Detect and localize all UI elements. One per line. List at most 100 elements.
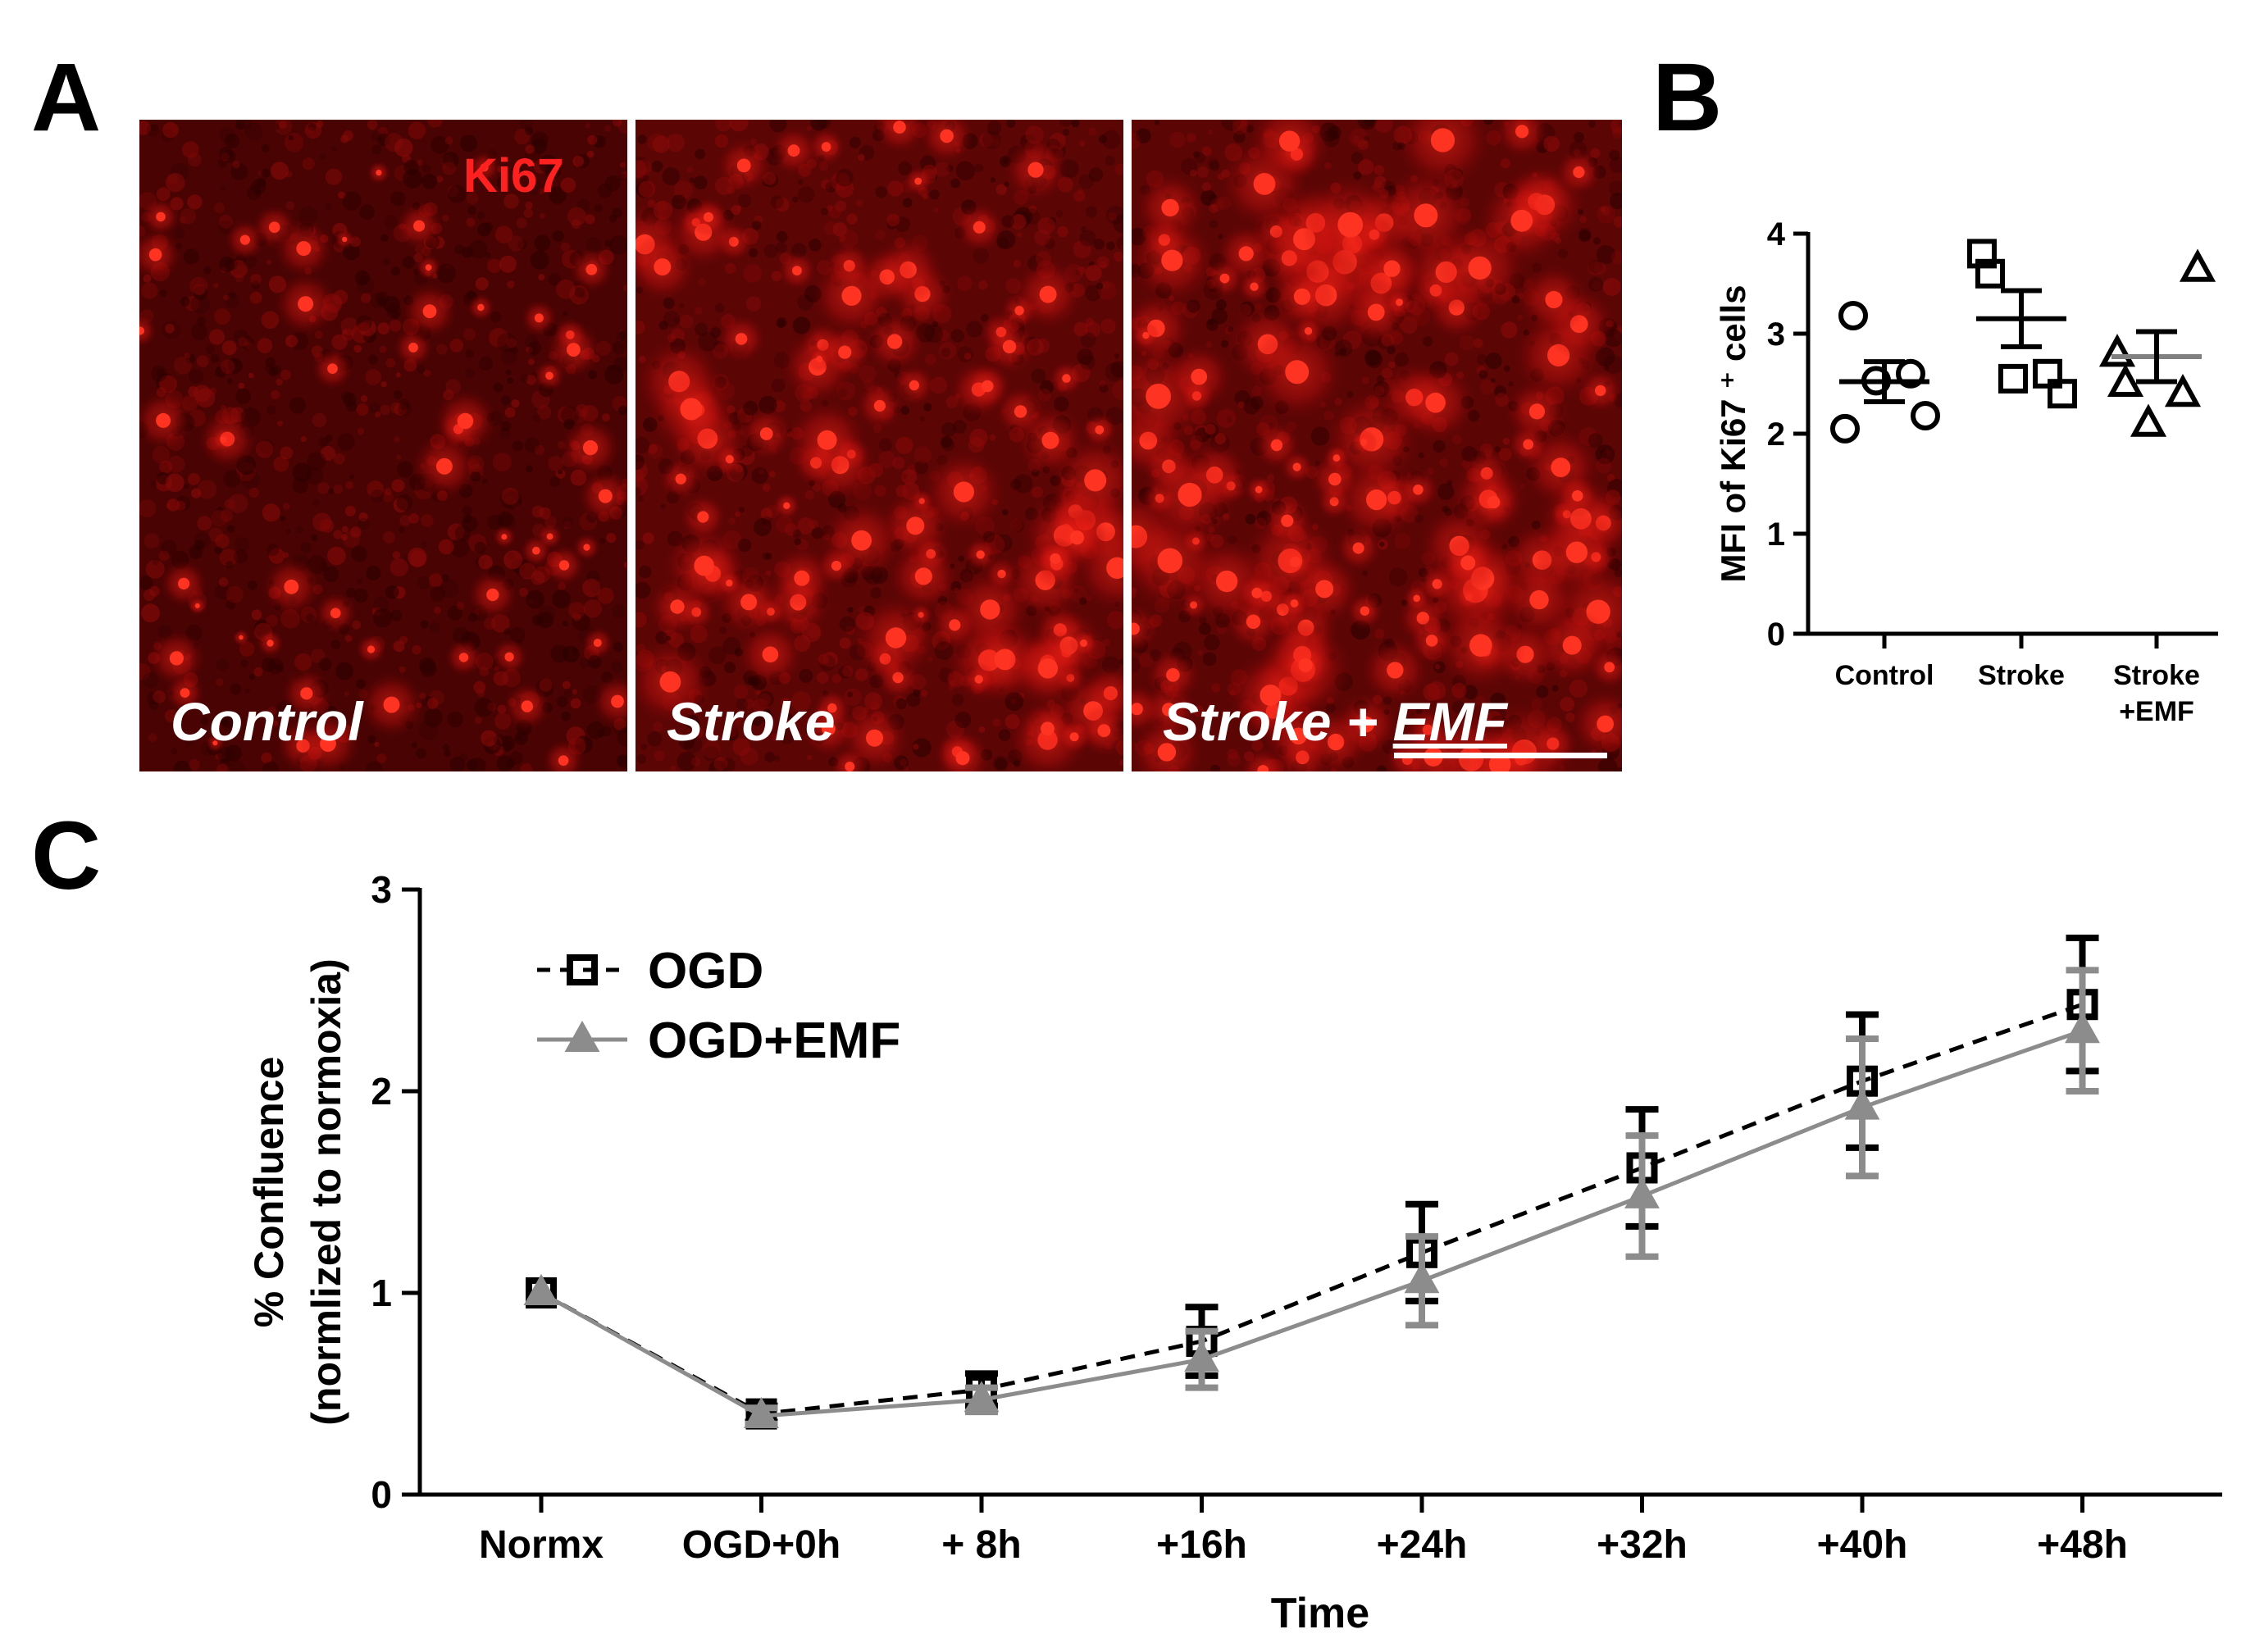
micrograph-speckle — [675, 733, 684, 741]
micrograph-speckle — [208, 527, 223, 543]
micrograph-speckle — [1612, 127, 1622, 139]
micrograph-speckle — [344, 506, 356, 517]
micrograph-speckle — [1610, 120, 1622, 134]
micrograph-speckle — [166, 172, 185, 193]
micrograph-speckle — [1169, 131, 1186, 148]
cell-glow — [873, 120, 926, 153]
cell-body — [675, 473, 686, 485]
micrograph-speckle — [525, 126, 534, 135]
micrograph-speckle — [184, 353, 191, 359]
micrograph-speckle — [441, 574, 449, 582]
micrograph-speckle — [576, 198, 590, 213]
micrograph-speckle — [283, 552, 289, 558]
micrograph-speckle — [585, 122, 591, 129]
micrograph-speckle — [267, 658, 285, 675]
data-point — [1896, 358, 1925, 389]
micrograph-speckle — [1358, 159, 1374, 175]
micrograph-speckle — [1578, 230, 1591, 243]
micrograph-speckle — [393, 640, 405, 653]
micrograph-speckle — [693, 175, 708, 190]
micrograph-speckle — [835, 200, 847, 212]
micrograph-speckle — [499, 735, 515, 752]
micrograph-speckle — [158, 550, 170, 562]
micrograph-speckle — [839, 616, 855, 632]
micrograph-speckle — [235, 121, 244, 130]
micrograph-speckle — [1079, 140, 1086, 147]
micrograph-speckle — [1028, 205, 1037, 214]
micrograph-speckle — [338, 191, 345, 199]
cell-body — [1360, 606, 1369, 616]
micrograph-speckle — [173, 227, 184, 239]
micrograph-speckle — [1604, 354, 1622, 374]
micrograph-speckle — [187, 194, 203, 210]
micrograph-speckle — [1357, 139, 1369, 151]
micrograph-speckle — [1560, 697, 1575, 712]
micrograph-speckle — [373, 596, 390, 613]
micrograph-speckle — [1208, 130, 1214, 135]
micrograph-speckle — [797, 294, 813, 311]
x-tick-label: Normx — [479, 1523, 604, 1567]
legend-label: OGD+EMF — [648, 1013, 900, 1069]
micrograph-speckle — [575, 403, 589, 417]
micrograph-speckle — [979, 133, 994, 148]
micrograph-speckle — [1597, 758, 1618, 771]
micrograph-speckle — [1609, 193, 1622, 210]
micrograph-speckle — [990, 177, 995, 183]
micrograph-speckle — [143, 589, 156, 602]
micrograph-speckle — [1001, 215, 1014, 228]
micrograph-speckle — [658, 321, 668, 330]
micrograph-speckle — [537, 405, 552, 420]
micrograph-speckle — [519, 562, 536, 580]
micrograph-speckle — [654, 750, 665, 762]
micrograph-speckle — [385, 585, 399, 599]
micrograph-speckle — [276, 378, 283, 386]
micrograph-speckle — [356, 403, 369, 416]
micrograph-speckle — [622, 284, 627, 292]
micrograph-speckle — [284, 133, 304, 152]
micrograph-speckle — [651, 160, 663, 173]
cell-body — [1027, 162, 1044, 178]
micrograph-speckle — [982, 130, 1001, 149]
micrograph-speckle — [798, 186, 815, 203]
micrograph-speckle — [506, 338, 517, 348]
cell-body — [558, 755, 569, 766]
cell-body — [1260, 685, 1282, 706]
micrograph-speckle — [171, 748, 178, 755]
ki67-label: Ki67 — [463, 149, 564, 203]
micrograph-speckle — [1078, 174, 1094, 189]
cell-glow — [1495, 120, 1549, 158]
micrograph-label-control: Control — [171, 691, 363, 752]
cell-body — [1562, 635, 1582, 655]
micrograph-speckle — [490, 311, 502, 323]
micrograph-speckle — [461, 247, 473, 258]
micrograph-speckle — [737, 193, 752, 208]
micrograph-speckle — [562, 516, 574, 528]
cell-body — [973, 221, 986, 234]
micrograph-speckle — [345, 480, 354, 489]
micrograph-speckle — [568, 602, 585, 619]
micrograph-speckle — [662, 167, 681, 185]
micrograph-speckle — [636, 469, 645, 483]
micrograph-speckle — [167, 455, 185, 473]
micrograph-speckle — [280, 446, 294, 460]
micrograph-speckle — [698, 278, 706, 286]
micrograph-speckle — [353, 344, 362, 353]
micrograph-speckle — [548, 456, 564, 471]
cell-body — [1069, 530, 1085, 545]
micrograph-speckle — [1478, 370, 1488, 380]
micrograph-speckle — [337, 433, 355, 451]
cell-body — [1358, 717, 1374, 733]
micrograph-speckle — [768, 471, 777, 478]
micrograph-speckle — [725, 262, 736, 274]
micrograph-speckle — [147, 691, 160, 705]
micrograph-speckle — [501, 487, 519, 505]
micrograph-speckle — [380, 381, 387, 388]
cell-body — [821, 142, 831, 152]
micrograph-speckle — [1132, 132, 1141, 150]
micrograph-speckle — [466, 217, 476, 227]
micrograph-speckle — [1011, 214, 1027, 230]
cell-body — [1352, 542, 1364, 554]
micrograph-speckle — [831, 674, 841, 684]
micrograph-speckle — [221, 719, 229, 727]
micrograph-speckle — [1077, 266, 1086, 275]
